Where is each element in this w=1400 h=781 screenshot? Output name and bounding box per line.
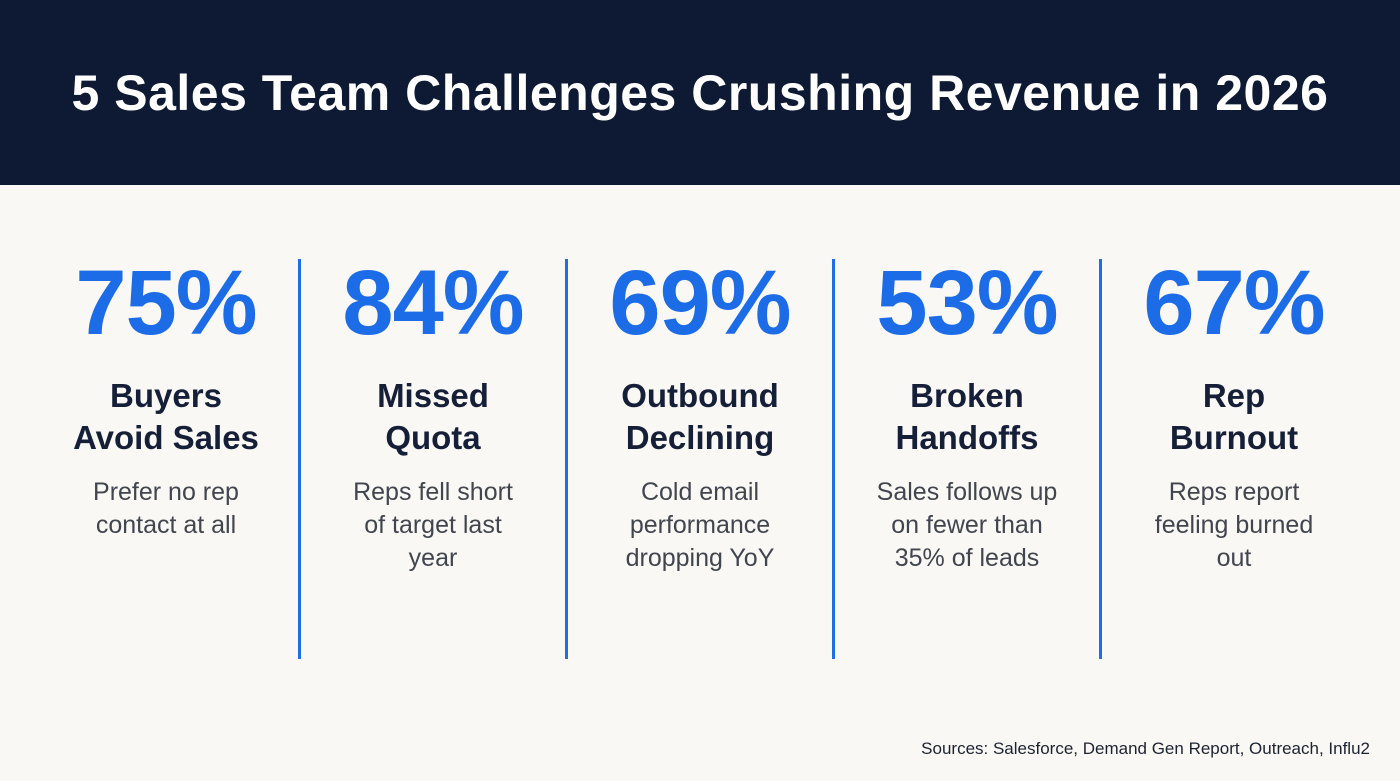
sources-footer: Sources: Salesforce, Demand Gen Report, … bbox=[921, 739, 1370, 759]
stat-value: 84% bbox=[342, 252, 524, 354]
stats-row: 75% Buyers Avoid Sales Prefer no rep con… bbox=[0, 185, 1400, 660]
vertical-divider bbox=[565, 258, 568, 659]
stat-column-broken-handoffs: 53% Broken Handoffs Sales follows up on … bbox=[835, 257, 1099, 660]
stat-column-rep-burnout: 67% Rep Burnout Reps report feeling burn… bbox=[1102, 257, 1366, 660]
stat-description: Reps report feeling burned out bbox=[1154, 478, 1314, 573]
page-title: 5 Sales Team Challenges Crushing Revenue… bbox=[71, 64, 1329, 121]
stat-heading: Missed Quota bbox=[377, 377, 489, 456]
stat-heading: Outbound Declining bbox=[621, 377, 779, 456]
stat-description: Prefer no rep contact at all bbox=[93, 478, 239, 540]
stat-description: Cold email performance dropping YoY bbox=[625, 478, 775, 573]
stat-column-buyers-avoid-sales: 75% Buyers Avoid Sales Prefer no rep con… bbox=[34, 257, 298, 660]
stat-heading: Rep Burnout bbox=[1169, 377, 1299, 456]
stat-column-outbound-declining: 69% Outbound Declining Cold email perfor… bbox=[568, 257, 832, 660]
stat-value: 67% bbox=[1143, 252, 1325, 354]
vertical-divider bbox=[832, 258, 835, 659]
stat-value: 69% bbox=[609, 252, 791, 354]
stat-value: 75% bbox=[75, 252, 257, 354]
vertical-divider bbox=[1099, 258, 1102, 659]
stat-column-missed-quota: 84% Missed Quota Reps fell short of targ… bbox=[301, 257, 565, 660]
header-banner: 5 Sales Team Challenges Crushing Revenue… bbox=[0, 0, 1400, 185]
stat-description: Sales follows up on fewer than 35% of le… bbox=[876, 478, 1058, 573]
stat-description: Reps fell short of target last year bbox=[353, 478, 513, 573]
vertical-divider bbox=[298, 258, 301, 659]
stat-value: 53% bbox=[876, 252, 1058, 354]
sources-text: Sources: Salesforce, Demand Gen Report, … bbox=[921, 739, 1370, 758]
stat-heading: Broken Handoffs bbox=[895, 377, 1039, 456]
stat-heading: Buyers Avoid Sales bbox=[73, 377, 259, 456]
